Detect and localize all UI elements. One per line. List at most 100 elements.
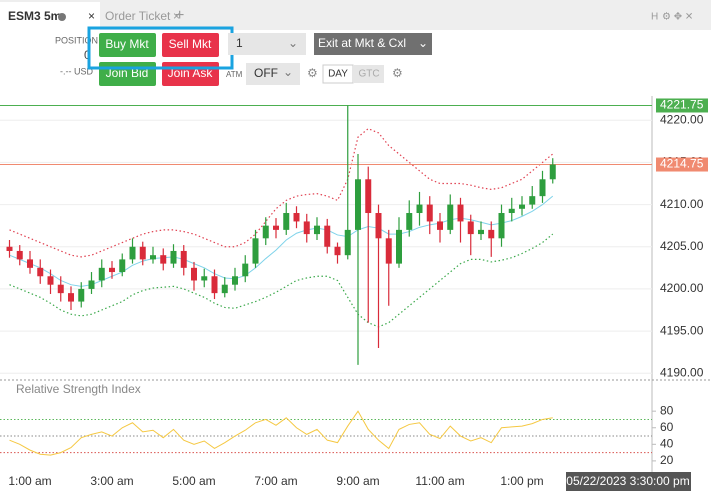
candle-body <box>16 250 23 260</box>
candle-body <box>180 250 187 268</box>
status-dot <box>58 13 66 21</box>
quantity-input[interactable] <box>228 33 306 55</box>
sell-button[interactable] <box>162 33 219 57</box>
settings-icon[interactable]: ⚙ <box>307 66 318 80</box>
candle-body <box>129 246 136 260</box>
tab-title[interactable]: Order Ticket <box>105 9 171 23</box>
position-label: POSITION <box>55 35 98 45</box>
candle-body <box>78 288 85 302</box>
candle-body <box>283 213 290 230</box>
candle-body <box>437 221 443 230</box>
candle-body <box>47 276 54 285</box>
candle-body <box>201 276 208 281</box>
candle-body <box>37 267 44 277</box>
candle-body <box>406 213 413 230</box>
candle-body <box>232 276 238 285</box>
add-tab[interactable]: + <box>175 7 184 24</box>
exit-label[interactable]: Exit at Mkt & Cxl <box>318 36 406 50</box>
y-tick-label: 4205.00 <box>660 239 704 253</box>
x-tick-label: 1:00 am <box>8 474 51 488</box>
candle-body <box>57 284 64 294</box>
rsi-title: Relative Strength Index <box>16 382 141 396</box>
tab-bar <box>0 0 711 30</box>
candle-body <box>109 267 115 273</box>
y-tick-label: 20 <box>660 453 674 467</box>
quantity[interactable]: 1 <box>236 36 243 50</box>
active-tab[interactable] <box>0 2 100 30</box>
candle-body <box>191 267 197 281</box>
candle-body <box>355 179 361 230</box>
candle-body <box>426 204 433 222</box>
dropdown-arrow[interactable]: ⌄ <box>283 65 293 79</box>
candle-body <box>150 255 156 260</box>
atm-select[interactable] <box>246 63 300 85</box>
x-tick-label: 9:00 am <box>336 474 379 488</box>
candle-body <box>160 255 167 264</box>
y-tick-label: 4190.00 <box>660 365 704 379</box>
candle-body <box>539 179 546 197</box>
y-tick-label: 40 <box>660 436 674 450</box>
candle-body <box>27 259 33 268</box>
buy-label[interactable]: Buy Mkt <box>105 37 149 51</box>
y-tick-label: 60 <box>660 420 674 434</box>
price-tag <box>656 157 708 172</box>
buy-button[interactable] <box>99 33 156 57</box>
indicator-line <box>9 233 554 328</box>
tab-close[interactable]: × <box>173 9 180 23</box>
y-tick-label: 4210.00 <box>660 197 704 211</box>
candle-body <box>303 221 310 235</box>
candle-body <box>365 179 372 214</box>
day-label[interactable]: DAY <box>328 69 348 80</box>
tab-close[interactable]: × <box>88 9 95 23</box>
candle-body <box>447 204 454 230</box>
y-tick-label: 4220.00 <box>660 112 704 126</box>
candle-body <box>273 225 279 230</box>
dropdown-arrow[interactable]: ⌄ <box>418 36 428 50</box>
candle-body <box>211 276 218 294</box>
candle-body <box>119 259 126 273</box>
price-tag-label: 4214.75 <box>660 157 704 171</box>
join-bid-label[interactable]: Join Bid <box>106 66 149 80</box>
candle-body <box>467 221 474 235</box>
candle-body <box>252 238 259 264</box>
settings-icon[interactable]: ⚙ <box>392 66 403 80</box>
candle-body <box>334 246 341 256</box>
gtc-toggle[interactable] <box>354 65 384 83</box>
day-toggle[interactable] <box>322 64 354 84</box>
candle-body <box>170 250 177 264</box>
candle-body <box>498 213 505 239</box>
timestamp: 05/22/2023 3:30:00 pm <box>566 474 689 488</box>
dropdown-arrow[interactable]: ⌄ <box>288 36 298 50</box>
candle-body <box>478 229 484 235</box>
tab-title[interactable]: ESM3 5m <box>8 9 61 23</box>
candle-body <box>293 213 300 222</box>
candle-body <box>488 229 495 239</box>
candle-body <box>68 293 74 302</box>
atm-label: ATM <box>226 70 243 79</box>
candle-body <box>508 208 515 214</box>
candle-body <box>6 246 13 251</box>
candle-body <box>262 225 269 239</box>
join-ask-label[interactable]: Join Ask <box>168 66 214 80</box>
candle-body <box>221 284 228 294</box>
price-tag <box>656 98 708 113</box>
icons[interactable]: ⚙ ✥ ✕ <box>662 12 693 23</box>
timestamp-box <box>566 472 691 491</box>
candle-body <box>549 164 556 180</box>
candle-body <box>375 213 382 239</box>
candle-body <box>344 229 351 256</box>
atm-value[interactable]: OFF <box>254 66 278 80</box>
y-tick-label: 80 <box>660 403 674 417</box>
pane-label[interactable]: H <box>651 12 658 23</box>
y-tick-label: 4195.00 <box>660 323 704 337</box>
candle-body <box>324 225 331 247</box>
y-tick-label: 4200.00 <box>660 281 704 295</box>
exit-button[interactable] <box>314 33 432 55</box>
gtc-label[interactable]: GTC <box>358 69 379 80</box>
candle-body <box>529 196 536 205</box>
sell-label[interactable]: Sell Mkt <box>169 37 212 51</box>
candle-body <box>139 246 146 260</box>
pnl: -.-- USD <box>60 66 93 76</box>
price-tag-label: 4221.75 <box>660 98 704 112</box>
